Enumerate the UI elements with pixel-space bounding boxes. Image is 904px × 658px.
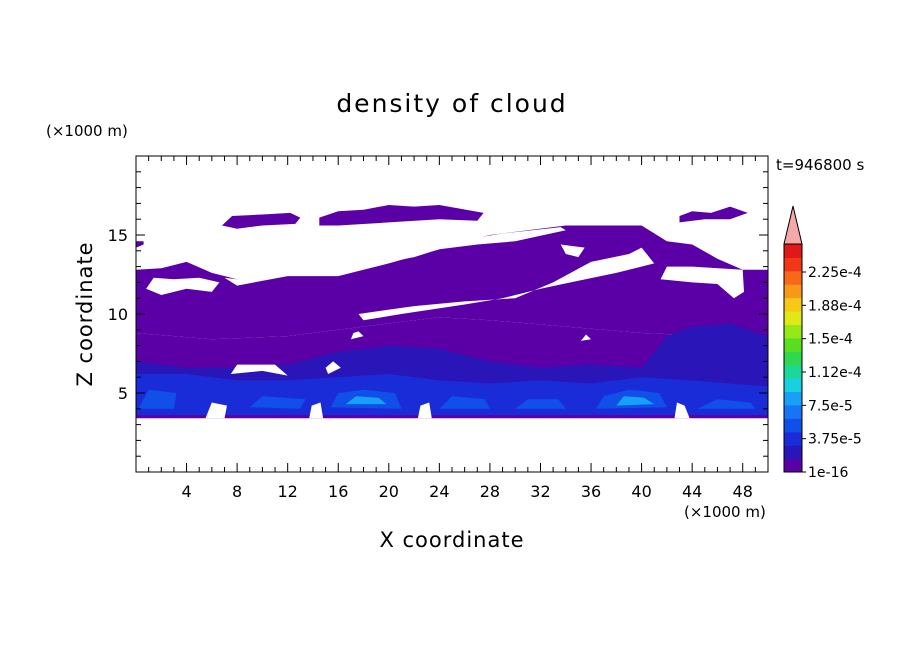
colorbar-segment bbox=[784, 257, 802, 272]
clear-area-13 bbox=[350, 331, 364, 340]
y-tick-label: 5 bbox=[118, 384, 128, 403]
x-tick-label: 36 bbox=[581, 482, 601, 501]
clear-area-3 bbox=[358, 247, 655, 321]
contour-region-2 bbox=[136, 225, 768, 346]
contour-region-5 bbox=[679, 206, 748, 223]
colorbar-segment bbox=[784, 364, 802, 379]
colorbar-label: 2.25e-4 bbox=[808, 265, 862, 281]
colorbar-segment bbox=[784, 244, 802, 258]
clear-area-9 bbox=[417, 402, 432, 419]
y-unit-label: (×1000 m) bbox=[46, 122, 128, 140]
contour-region-17 bbox=[345, 396, 387, 405]
contour-region-4 bbox=[319, 205, 484, 226]
x-tick-label: 16 bbox=[328, 482, 348, 501]
x-unit-label: (×1000 m) bbox=[684, 503, 766, 521]
colorbar-segment bbox=[784, 445, 802, 460]
colorbar-segment bbox=[784, 351, 802, 366]
contour-region-6 bbox=[136, 241, 144, 248]
contour-region-18 bbox=[616, 396, 655, 406]
colorbar-segment bbox=[784, 337, 802, 352]
clear-area-8 bbox=[309, 402, 324, 419]
clear-area-5 bbox=[749, 235, 768, 245]
colorbar-segment bbox=[784, 458, 802, 473]
contour-region-8 bbox=[641, 323, 768, 374]
clear-area-1 bbox=[146, 277, 220, 295]
clear-area-4 bbox=[660, 266, 744, 299]
contour-region-10 bbox=[138, 389, 177, 409]
x-axis-label: X coordinate bbox=[379, 528, 524, 552]
y-axis-label: Z coordinate bbox=[73, 241, 97, 386]
axis-ticks bbox=[136, 156, 768, 472]
colorbar-label: 1.88e-4 bbox=[808, 298, 862, 314]
colorbar-segment bbox=[784, 311, 802, 325]
x-tick-label: 8 bbox=[232, 482, 242, 501]
colorbar-label: 7.5e-5 bbox=[808, 398, 853, 414]
colorbar-label: 3.75e-5 bbox=[808, 432, 862, 448]
colorbar-extend-arrow bbox=[783, 205, 803, 245]
colorbar-segment bbox=[784, 270, 802, 285]
clear-area-10 bbox=[674, 402, 690, 419]
x-tick-label: 4 bbox=[181, 482, 191, 501]
x-tick-label: 40 bbox=[631, 482, 651, 501]
x-tick-labels: 4 8 12 16 20 24 28 32 36 40 44 48 bbox=[181, 482, 752, 501]
plot-area bbox=[136, 205, 768, 419]
clear-area-12 bbox=[325, 361, 341, 374]
colorbar-segment bbox=[784, 378, 802, 393]
clear-area-7 bbox=[205, 402, 227, 419]
clear-area-14 bbox=[580, 334, 591, 341]
clear-area-11 bbox=[230, 364, 288, 376]
x-tick-label: 32 bbox=[530, 482, 550, 501]
y-tick-labels: 5 10 15 bbox=[108, 226, 128, 403]
time-label: t=946800 s bbox=[776, 156, 864, 174]
colorbar-frame bbox=[783, 243, 803, 473]
x-tick-label: 20 bbox=[379, 482, 399, 501]
x-tick-label: 24 bbox=[429, 482, 449, 501]
chart-title: density of cloud bbox=[336, 89, 567, 118]
contour-region-11 bbox=[249, 396, 306, 409]
colorbar-label: 1.5e-4 bbox=[808, 332, 853, 348]
colorbar-segment bbox=[784, 391, 802, 406]
colorbar-segment bbox=[784, 431, 802, 446]
colorbar-segment bbox=[784, 284, 802, 299]
contour-region-13 bbox=[439, 396, 490, 409]
contour-region-14 bbox=[515, 399, 566, 409]
y-tick-label: 10 bbox=[108, 305, 128, 324]
colorbar-labels: 1e-16 3.75e-5 7.5e-5 1.12e-4 1.5e-4 1.88e-4 2.… bbox=[802, 265, 862, 481]
y-tick-label: 15 bbox=[108, 226, 128, 245]
contour-region-16 bbox=[697, 399, 756, 409]
colorbar-segment bbox=[784, 297, 802, 312]
colorbar-segment bbox=[784, 418, 802, 433]
x-tick-label: 48 bbox=[733, 482, 753, 501]
colorbar bbox=[783, 205, 803, 473]
x-tick-label: 12 bbox=[278, 482, 298, 501]
colorbar-segment bbox=[784, 404, 802, 419]
clear-area-6 bbox=[560, 244, 585, 258]
clear-area-2 bbox=[224, 227, 566, 286]
colorbar-segment bbox=[784, 324, 802, 339]
contour-region-3 bbox=[222, 212, 301, 229]
x-tick-label: 44 bbox=[682, 482, 702, 501]
x-tick-label: 28 bbox=[480, 482, 500, 501]
colorbar-label: 1e-16 bbox=[808, 465, 848, 481]
colorbar-label: 1.12e-4 bbox=[808, 365, 862, 381]
